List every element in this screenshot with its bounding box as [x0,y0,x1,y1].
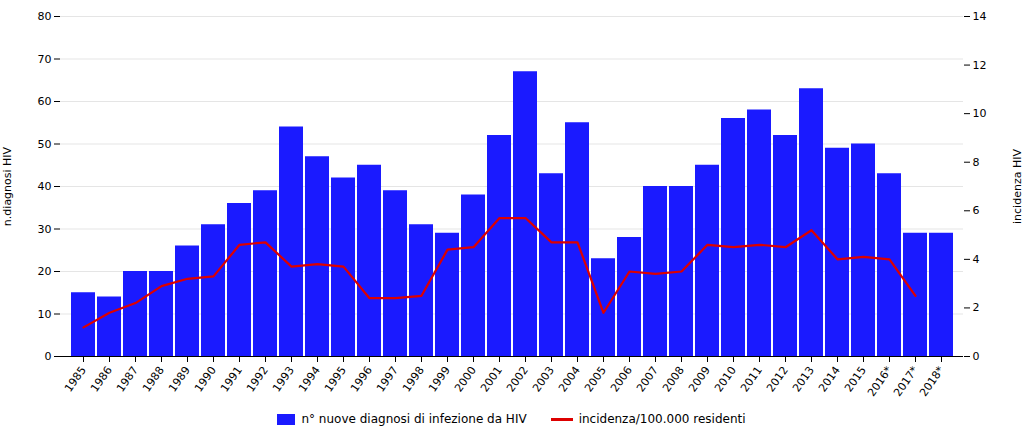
svg-text:incidenza HIV: incidenza HIV [1011,149,1023,224]
svg-text:50: 50 [38,138,52,151]
svg-text:1989: 1989 [166,364,193,394]
svg-text:1997: 1997 [374,364,401,394]
svg-text:2008: 2008 [660,364,687,394]
svg-text:2017*: 2017* [891,364,921,399]
svg-text:1987: 1987 [114,364,141,394]
svg-text:1991: 1991 [218,364,245,394]
svg-text:0: 0 [973,350,980,363]
svg-text:12: 12 [973,59,987,72]
svg-text:2009: 2009 [686,364,713,394]
svg-text:2005: 2005 [582,364,609,394]
svg-text:8: 8 [973,156,980,169]
svg-text:1993: 1993 [270,364,297,394]
svg-text:n.diagnosi HIV: n.diagnosi HIV [1,146,14,226]
svg-text:1986: 1986 [88,364,115,394]
svg-text:1998: 1998 [400,364,427,394]
svg-text:1992: 1992 [244,364,271,394]
svg-text:2004: 2004 [556,364,583,394]
svg-text:4: 4 [973,253,980,266]
svg-text:2010: 2010 [712,364,739,394]
svg-text:2006: 2006 [608,364,635,394]
svg-text:2014: 2014 [816,364,843,394]
svg-text:1996: 1996 [348,364,375,394]
svg-text:2002: 2002 [504,364,531,394]
svg-text:1999: 1999 [426,364,453,394]
svg-text:1988: 1988 [140,364,167,394]
svg-text:60: 60 [38,95,52,108]
svg-text:2003: 2003 [530,364,557,394]
svg-text:1995: 1995 [322,364,349,394]
svg-text:2007: 2007 [634,364,661,394]
svg-text:1990: 1990 [192,364,219,394]
svg-text:14: 14 [973,10,987,23]
svg-text:70: 70 [38,53,52,66]
svg-text:10: 10 [38,308,52,321]
svg-text:2015: 2015 [842,364,869,394]
svg-text:2013: 2013 [790,364,817,394]
svg-text:2016*: 2016* [865,364,895,399]
svg-text:2011: 2011 [738,364,765,394]
svg-text:1985: 1985 [62,364,89,394]
svg-text:2: 2 [973,301,980,314]
svg-text:2000: 2000 [452,364,479,394]
svg-text:1994: 1994 [296,364,323,394]
svg-text:20: 20 [38,265,52,278]
html-text:incidenza/100.000 residenti: incidenza/100.000 residenti [578,412,746,426]
svg-text:2012: 2012 [764,364,791,394]
svg-text:80: 80 [38,10,52,23]
html-text:n° nuove diagnosi di infezione: n° nuove diagnosi di infezione da HIV [301,412,527,426]
svg-text:2018*: 2018* [917,364,947,399]
svg-text:10: 10 [973,107,987,120]
svg-text:30: 30 [38,223,52,236]
svg-text:6: 6 [973,204,980,217]
svg-text:40: 40 [38,180,52,193]
svg-text:2001: 2001 [478,364,505,394]
svg-text:0: 0 [45,350,52,363]
